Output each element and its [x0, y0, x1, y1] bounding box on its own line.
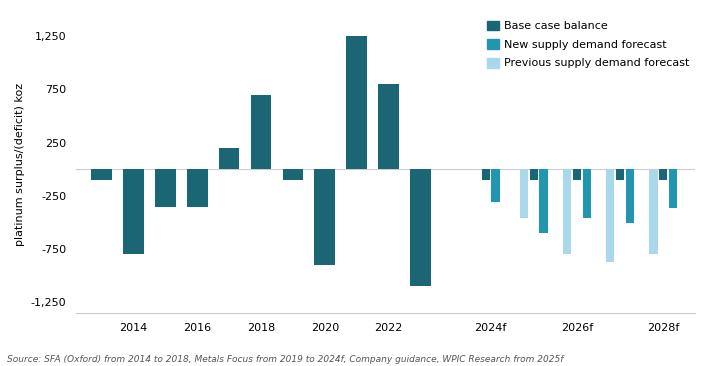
Bar	[155, 169, 175, 206]
Bar	[649, 169, 657, 254]
Bar	[520, 169, 528, 218]
Bar	[91, 169, 111, 180]
Bar	[251, 95, 271, 169]
Bar	[315, 169, 335, 265]
Bar	[346, 36, 367, 169]
Bar	[616, 169, 624, 180]
Bar	[573, 169, 581, 180]
Bar	[669, 169, 677, 208]
Bar	[626, 169, 634, 223]
Legend: Base case balance, New supply demand forecast, Previous supply demand forecast: Base case balance, New supply demand for…	[487, 20, 689, 68]
Text: Source: SFA (Oxford) from 2014 to 2018, Metals Focus from 2019 to 2024f, Company: Source: SFA (Oxford) from 2014 to 2018, …	[7, 355, 564, 364]
Bar	[378, 84, 399, 169]
Bar	[606, 169, 614, 262]
Bar	[540, 169, 548, 233]
Bar	[123, 169, 143, 254]
Bar	[491, 169, 500, 202]
Y-axis label: platinum surplus/(deficit) koz: platinum surplus/(deficit) koz	[15, 82, 25, 246]
Bar	[659, 169, 667, 180]
Bar	[187, 169, 207, 206]
Bar	[219, 148, 239, 169]
Bar	[530, 169, 538, 180]
Bar	[410, 169, 431, 286]
Bar	[481, 169, 490, 180]
Bar	[283, 169, 303, 180]
Bar	[563, 169, 572, 254]
Bar	[582, 169, 591, 218]
